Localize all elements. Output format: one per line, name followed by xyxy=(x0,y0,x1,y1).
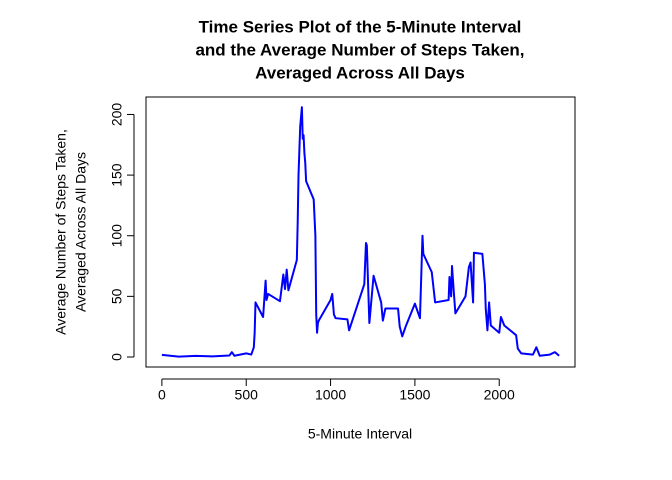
y-axis-label: Averaged Across All Days xyxy=(73,152,89,312)
y-tick-label: 0 xyxy=(109,353,125,361)
y-tick-label: 150 xyxy=(109,163,125,187)
x-axis-label: 5-Minute Interval xyxy=(308,426,412,442)
y-tick-label: 200 xyxy=(109,103,125,127)
plot-frame xyxy=(145,96,576,368)
x-tick-label: 1500 xyxy=(399,387,430,403)
x-tick-label: 500 xyxy=(235,387,259,403)
y-tick-label: 100 xyxy=(109,224,125,248)
y-axis-label: Average Number of Steps Taken, xyxy=(53,129,69,335)
chart-title: Averaged Across All Days xyxy=(255,63,465,82)
y-tick-label: 50 xyxy=(109,288,125,304)
x-tick-label: 2000 xyxy=(484,387,515,403)
data-line xyxy=(161,106,560,358)
x-tick-label: 0 xyxy=(158,387,166,403)
chart-title: and the Average Number of Steps Taken, xyxy=(195,40,524,59)
chart-title: Time Series Plot of the 5-Minute Interva… xyxy=(199,17,522,36)
x-tick-label: 1000 xyxy=(315,387,346,403)
